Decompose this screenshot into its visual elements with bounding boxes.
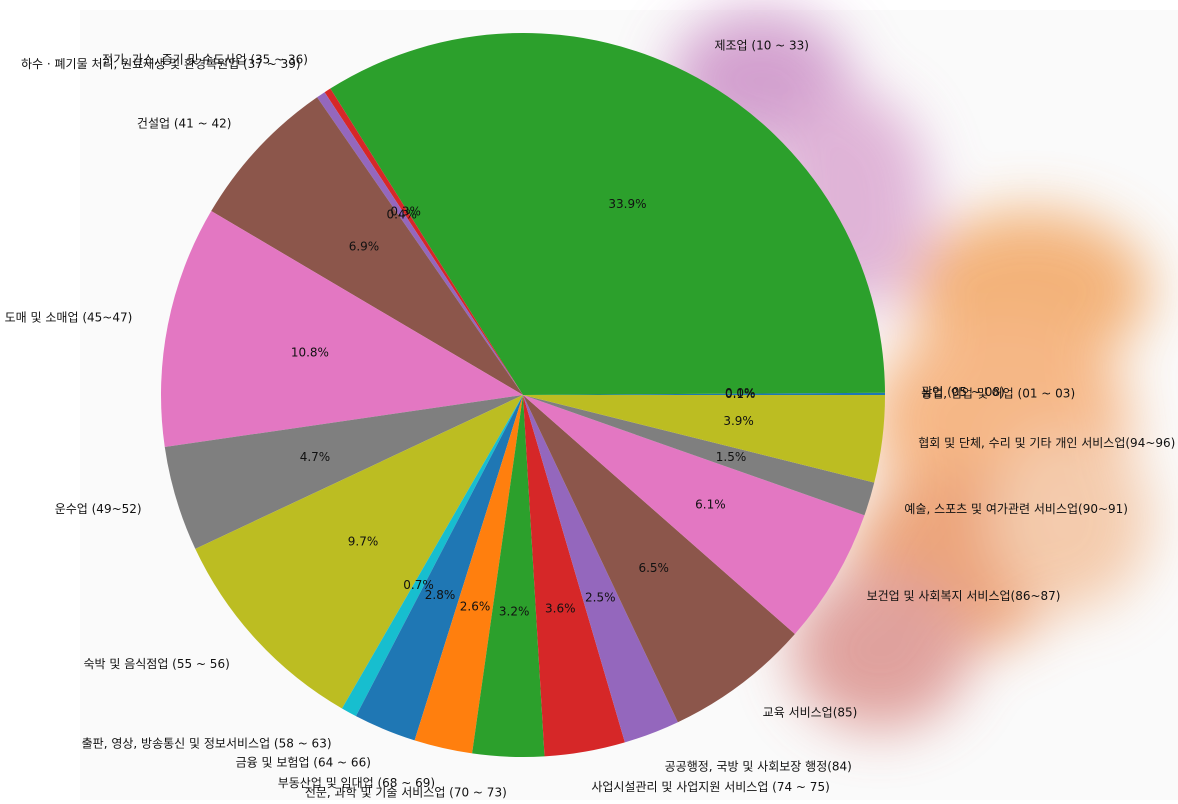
percent-label: 6.9% <box>349 240 380 254</box>
percent-label: 1.5% <box>716 450 747 464</box>
slice-label: 공공행정, 국방 및 사회보장 행정(84) <box>665 759 852 774</box>
percent-label: 9.7% <box>348 534 379 548</box>
slice-label: 숙박 및 음식점업 (55 ~ 56) <box>83 657 229 671</box>
percent-label: 4.7% <box>300 450 331 464</box>
percent-label: 3.9% <box>723 414 754 428</box>
slice-label: 교육 서비스업(85) <box>763 705 858 719</box>
slice-label: 전문, 과학 및 기술 서비스업 (70 ~ 73) <box>305 785 507 799</box>
percent-label: 2.8% <box>425 588 456 602</box>
slice-label: 하수 · 폐기물 처리, 원료재생 및 환경복원업 (37 ~ 39) <box>21 57 301 71</box>
pie <box>161 33 885 757</box>
percent-label: 3.6% <box>545 601 576 615</box>
percent-label: 33.9% <box>608 197 646 211</box>
slice-label: 보건업 및 사회복지 서비스업(86~87) <box>867 589 1061 603</box>
slice-label: 사업시설관리 및 사업지원 서비스업 (74 ~ 75) <box>591 780 829 794</box>
slice-label: 예술, 스포츠 및 여가관련 서비스업(90~91) <box>904 502 1128 516</box>
percent-label: 3.2% <box>499 605 530 619</box>
slice-label: 출판, 영상, 방송통신 및 정보서비스업 (58 ~ 63) <box>82 737 332 751</box>
slice-label: 제조업 (10 ~ 33) <box>714 38 809 52</box>
percent-label: 10.8% <box>291 346 329 360</box>
chart: 농업, 임업 및 어업 (01 ~ 03)0.1%광업 (05 ~ 08)0.0… <box>0 0 1178 800</box>
slice-label: 협회 및 단체, 수리 및 기타 개인 서비스업(94~96) <box>918 436 1175 450</box>
percent-label: 0.0% <box>725 386 756 400</box>
slice-label: 금융 및 보험업 (64 ~ 66) <box>236 756 371 770</box>
percent-label: 6.1% <box>695 497 726 511</box>
slice-label: 도매 및 소매업 (45~47) <box>5 311 133 325</box>
slice-label: 운수업 (49~52) <box>55 502 142 516</box>
slice-label: 건설업 (41 ~ 42) <box>137 116 232 130</box>
slice-label: 광업 (05 ~ 08) <box>921 385 1004 399</box>
percent-label: 2.5% <box>585 590 616 604</box>
percent-label: 6.5% <box>638 561 669 575</box>
percent-label: 0.4% <box>386 207 417 221</box>
percent-label: 2.6% <box>460 599 491 613</box>
